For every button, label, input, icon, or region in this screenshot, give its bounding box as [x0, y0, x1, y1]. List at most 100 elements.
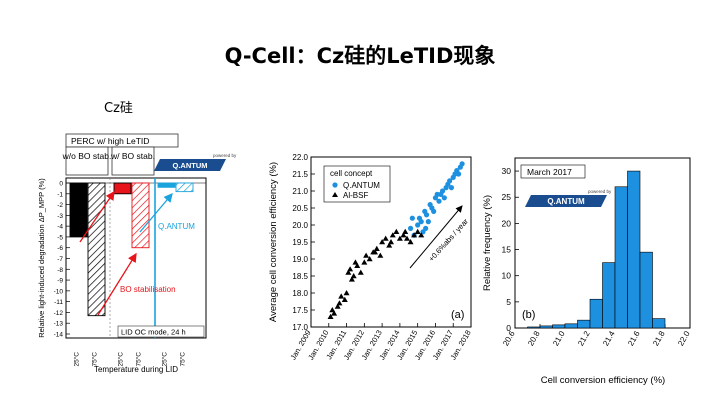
trend-point-albsf [396, 235, 403, 241]
ldeg-y-tick-label: -4 [57, 224, 63, 231]
ldeg-y-tick-label: -7 [57, 256, 63, 263]
trend-point-albsf [386, 242, 393, 248]
ldeg-y-tick-label: -11 [54, 299, 63, 306]
trend-point-albsf [361, 259, 368, 265]
trend-point-albsf [418, 232, 425, 238]
trend-y-label: Average cell conversion efficiency (%) [268, 162, 279, 322]
trend-point-qantum [418, 219, 424, 225]
hist-y-tick-label: 25 [502, 192, 512, 202]
ldeg-y-tick-label: -1 [57, 191, 63, 198]
trend-legend-albsf-marker [332, 192, 338, 197]
ldeg-y-tick-label: -12 [54, 310, 64, 317]
hist-y-tick-label: 30 [502, 166, 512, 176]
chart-histogram: 0 5 10 15 20 25 30 20.6 20.8 21.0 21.2 21.4 21.6 21.… [482, 157, 692, 386]
ldeg-logo-powered: powered by [213, 153, 237, 158]
trend-point-albsf [354, 262, 361, 268]
ldeg-bar [157, 182, 176, 188]
trend-y-tick-label: 17.0 [292, 323, 308, 332]
hist-title-box [520, 164, 586, 179]
trend-point-albsf [379, 239, 386, 245]
ldeg-y-tick-label: 0 [59, 181, 63, 188]
trend-point-qantum [441, 195, 447, 201]
hist-bar [589, 298, 603, 329]
ldeg-arrow-bo-1 [79, 190, 115, 243]
trend-point-albsf [377, 252, 384, 258]
ldeg-annotation-mode: LID OC mode, 24 h [121, 328, 186, 337]
ldeg-x-tick-label: 25°C [73, 352, 81, 367]
hist-y-tick-label: 20 [502, 218, 512, 228]
trend-y-tick-label: 22.0 [292, 153, 308, 162]
trend-point-qantum [459, 161, 465, 167]
hist-x-tick-label: 20.6 [501, 329, 517, 347]
ldeg-logo: powered by Q.ANTUM [154, 153, 237, 171]
trend-point-qantum [434, 191, 440, 197]
ldeg-arrow-qantum [139, 193, 173, 233]
hist-bar [602, 262, 616, 329]
trend-point-albsf [331, 310, 338, 316]
hist-x-tick-label: 21.8 [651, 329, 667, 347]
trend-point-qantum [436, 198, 442, 204]
trend-point-qantum [431, 208, 437, 214]
trend-y-tick-label: 21.5 [292, 170, 308, 179]
ldeg-y-tick-label: -6 [57, 245, 63, 252]
trend-point-albsf [363, 252, 370, 258]
ldeg-x-tick-label: 75°C [91, 352, 99, 367]
hist-logo: powered by Q.ANTUM [525, 189, 612, 207]
trend-y-tick-label: 20.5 [292, 204, 308, 213]
trend-point-albsf [357, 269, 364, 275]
ldeg-bars [69, 182, 194, 317]
chart-efficiency-trend: 17.0 17.5 18.0 18.5 19.0 19.5 20.0 20.5 21.0 21.5… [268, 153, 473, 362]
ldeg-bar [69, 182, 88, 238]
hist-title: March 2017 [527, 167, 572, 177]
trend-y-tick-label: 18.0 [292, 289, 308, 298]
trend-y-tick-label: 17.5 [292, 306, 308, 315]
hist-bar [577, 319, 591, 329]
trend-point-albsf [366, 256, 373, 262]
hist-bar [564, 323, 578, 329]
ldeg-annotation-qantum: Q.ANTUM [158, 222, 195, 231]
trend-points [327, 161, 465, 319]
trend-point-qantum [423, 212, 430, 218]
hist-bars [527, 170, 666, 329]
trend-y-ticks: 17.0 17.5 18.0 18.5 19.0 19.5 20.0 20.5 21.0 21.5… [292, 153, 315, 332]
ldeg-mode-box [117, 325, 205, 338]
trend-point-albsf [336, 300, 343, 306]
trend-point-qantum [447, 178, 453, 184]
trend-legend-albsf: Al-BSF [343, 191, 368, 200]
trend-point-qantum [423, 225, 429, 231]
hist-y-tick-label: 0 [506, 323, 511, 333]
ldeg-logo-name: Q.ANTUM [173, 161, 208, 170]
hist-x-label: Cell conversion efficiency (%) [541, 375, 665, 386]
ldeg-y-tick-label: -14 [54, 332, 64, 339]
trend-legend-qantum: Q.ANTUM [343, 181, 380, 190]
ldeg-group2-box [111, 146, 155, 176]
trend-y-tick-label: 20.0 [292, 221, 308, 230]
chart-ldeg: PERC w/ high LeTID w/o BO stab. w/ BO st… [37, 133, 237, 374]
hist-logo-badge [525, 195, 607, 207]
trend-point-qantum [448, 185, 455, 191]
trend-point-qantum [415, 222, 421, 228]
trend-point-qantum [407, 225, 414, 231]
trend-point-albsf [389, 232, 396, 238]
trend-point-albsf [352, 259, 359, 265]
ldeg-x-tick-label: 75°C [179, 352, 187, 367]
trend-point-albsf [411, 232, 418, 238]
hist-logo-powered: powered by [588, 189, 612, 194]
ldeg-y-ticks: 0 -1 -2 -3 -4 -5 -6 -7 -8 -9 -10 -11 -12 -13 -14 [54, 181, 70, 339]
hist-bar [627, 170, 641, 329]
trend-arrow [409, 205, 463, 269]
hist-bar [552, 324, 566, 329]
hist-bar [639, 251, 653, 329]
trend-point-albsf [393, 228, 400, 234]
trend-point-albsf [327, 313, 334, 319]
ldeg-x-tick-label: 25°C [161, 352, 169, 367]
ldeg-y-label: Relative light-induced degradation ΔP_MP… [37, 178, 46, 338]
hist-bar [652, 318, 666, 329]
hist-y-tick-label: 5 [506, 297, 511, 307]
ldeg-group1-box [65, 146, 109, 176]
ldeg-plot-frame [65, 177, 207, 339]
ldeg-title: PERC w/ high LeTID [71, 136, 149, 146]
ldeg-y-tick-label: -10 [54, 288, 64, 295]
